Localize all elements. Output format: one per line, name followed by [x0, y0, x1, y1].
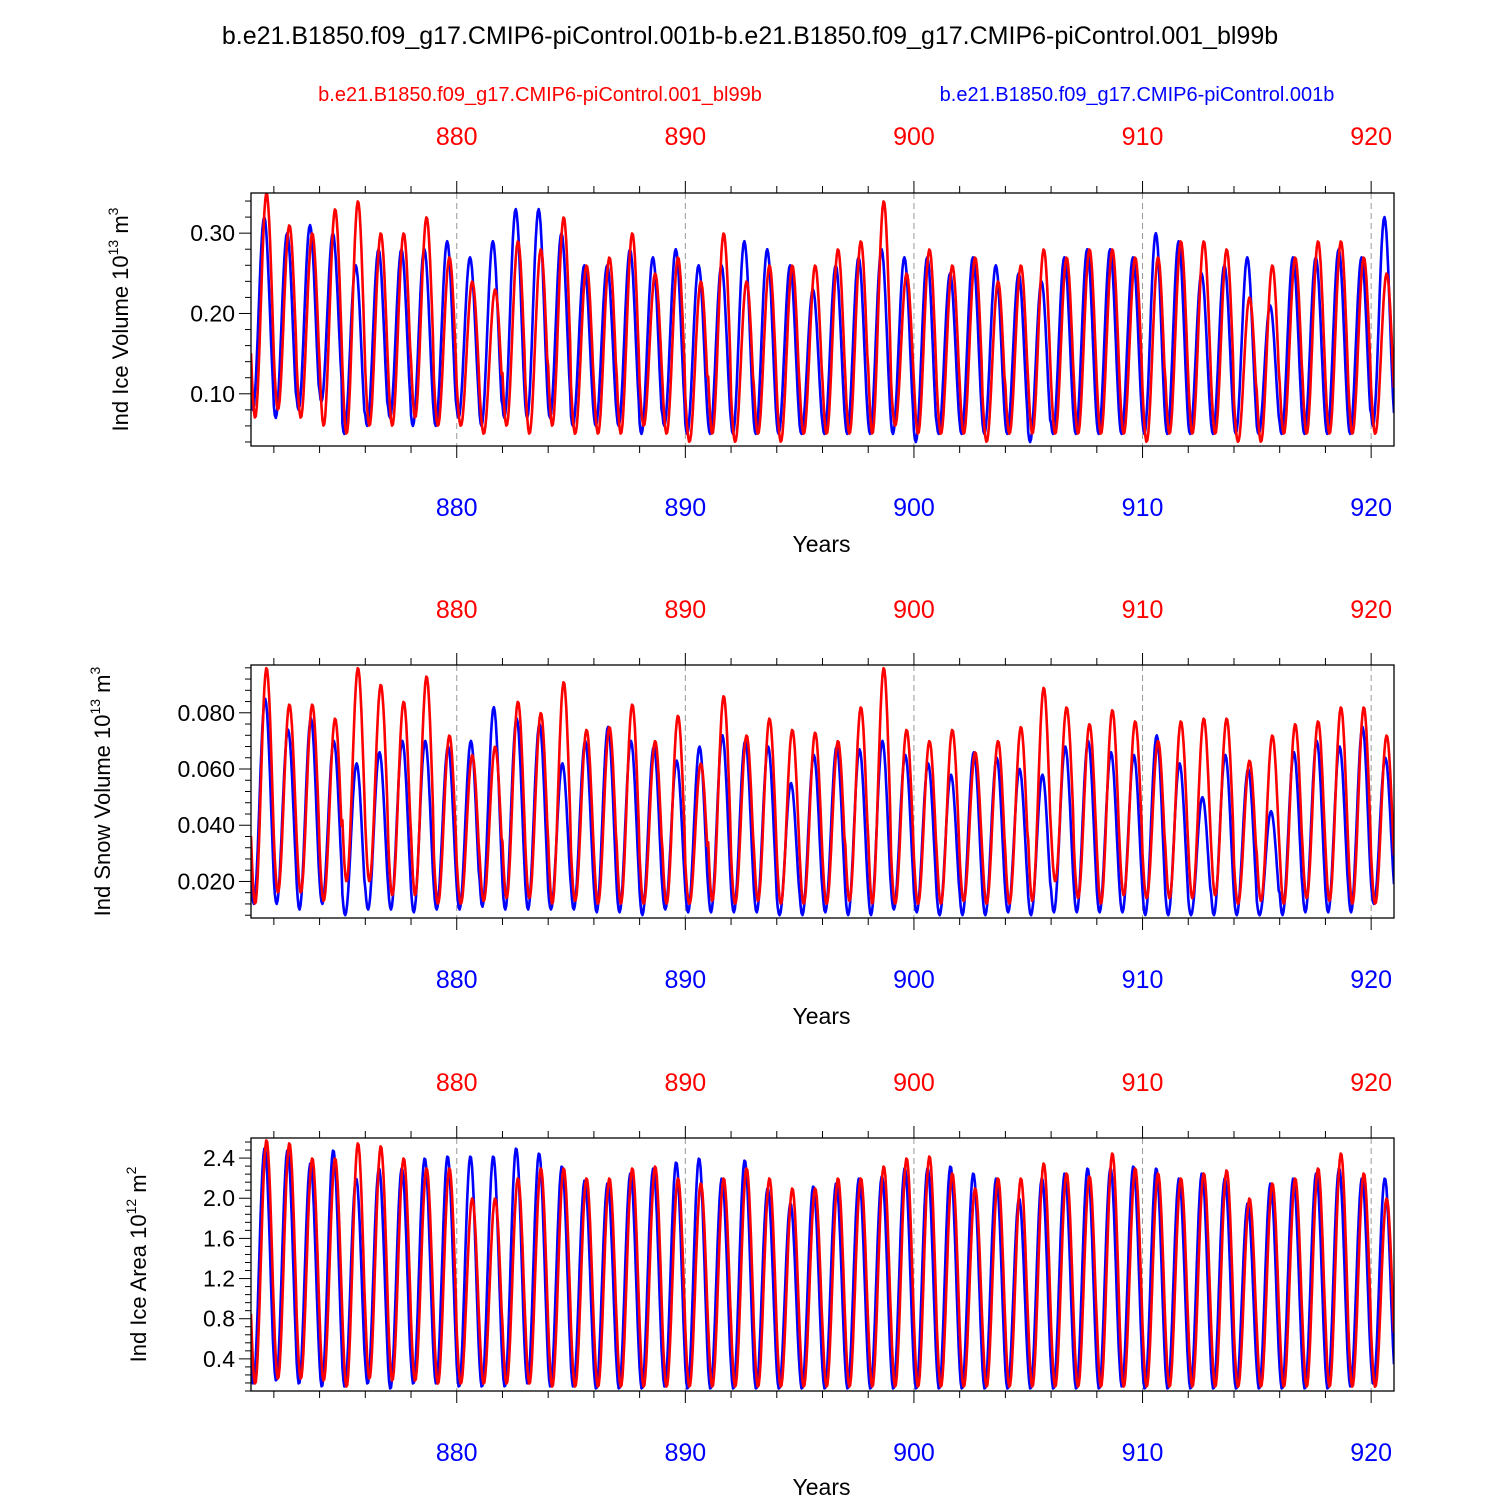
x-tick-label-top: 910	[1122, 123, 1164, 151]
x-tick-label-top: 880	[436, 596, 478, 624]
x-tick-label-bottom: 890	[664, 966, 706, 994]
y-axis-label: Ind Snow Volume 1013 m3	[87, 666, 115, 916]
x-tick-label-bottom: 910	[1122, 494, 1164, 522]
x-tick-label-top: 890	[664, 596, 706, 624]
x-tick-label-top: 880	[436, 123, 478, 151]
y-axis-label: Ind Ice Volume 1013 m3	[105, 207, 133, 431]
x-tick-label-top: 910	[1122, 1069, 1164, 1097]
x-tick-label-bottom: 880	[436, 1439, 478, 1467]
series-line-red	[251, 666, 1394, 906]
y-label-superscript: 3	[87, 666, 103, 674]
x-tick-label-bottom: 910	[1122, 966, 1164, 994]
x-tick-label-top: 880	[436, 1069, 478, 1097]
y-tick-label: 1.6	[203, 1225, 235, 1251]
series-line-red	[251, 1139, 1394, 1388]
y-tick-label: 0.4	[203, 1346, 235, 1372]
y-tick-label: 0.20	[190, 300, 235, 326]
y-tick-label: 0.080	[177, 700, 235, 726]
panel-ice-volume: 880 880 890 890 900 900 910 910 920 920 0.10 0.20 0.…	[105, 123, 1395, 557]
y-tick-label: 1.2	[203, 1266, 235, 1292]
x-tick-label-bottom: 880	[436, 966, 478, 994]
x-tick-label-bottom: 900	[893, 966, 935, 994]
y-label-superscript: 2	[123, 1166, 139, 1174]
y-tick-label: 2.4	[203, 1145, 235, 1171]
y-tick-label: 0.040	[177, 812, 235, 838]
figure-title: b.e21.B1850.f09_g17.CMIP6-piControl.001b…	[222, 22, 1278, 50]
y-axis-label: Ind Ice Area 1012 m2	[123, 1166, 151, 1362]
y-label-text: Ind Ice Area 10	[126, 1214, 151, 1362]
y-label-text: m	[126, 1174, 151, 1198]
y-label-text: m	[90, 674, 115, 698]
x-axis-label: Years	[793, 1003, 851, 1029]
x-tick-label-bottom: 890	[664, 1439, 706, 1467]
legend-blue-label: b.e21.B1850.f09_g17.CMIP6-piControl.001b	[940, 84, 1335, 106]
x-tick-label-bottom: 920	[1350, 494, 1392, 522]
y-label-superscript: 13	[105, 240, 121, 256]
y-tick-label: 0.30	[190, 220, 235, 246]
x-tick-label-top: 890	[664, 123, 706, 151]
y-tick-label: 0.8	[203, 1306, 235, 1332]
x-tick-label-top: 900	[893, 1069, 935, 1097]
y-tick-label: 0.020	[177, 868, 235, 894]
y-label-text: m	[108, 215, 133, 239]
y-label-superscript: 12	[123, 1199, 139, 1215]
x-tick-label-bottom: 910	[1122, 1439, 1164, 1467]
x-tick-label-bottom: 900	[893, 494, 935, 522]
y-label-text: Ind Snow Volume 10	[90, 715, 115, 917]
x-tick-label-top: 910	[1122, 596, 1164, 624]
y-label-superscript: 3	[105, 207, 121, 215]
series-line-red	[251, 193, 1394, 444]
panel-ice-area: 880 880 890 890 900 900 910 910 920 920 0.4 0.8 1.2 1…	[123, 1069, 1395, 1500]
x-tick-label-bottom: 890	[664, 494, 706, 522]
y-tick-label: 0.10	[190, 381, 235, 407]
x-tick-label-bottom: 900	[893, 1439, 935, 1467]
x-tick-label-bottom: 880	[436, 494, 478, 522]
x-tick-label-top: 920	[1350, 1069, 1392, 1097]
x-tick-label-bottom: 920	[1350, 1439, 1392, 1467]
y-tick-label: 2.0	[203, 1185, 235, 1211]
x-tick-label-top: 900	[893, 123, 935, 151]
x-tick-label-top: 920	[1350, 123, 1392, 151]
x-tick-label-top: 900	[893, 596, 935, 624]
panel-snow-volume: 880 880 890 890 900 900 910 910 920 920 0.020 0.040…	[87, 596, 1395, 1029]
x-axis-label: Years	[793, 1474, 851, 1500]
x-tick-label-top: 920	[1350, 596, 1392, 624]
y-tick-label: 0.060	[177, 756, 235, 782]
x-tick-label-top: 890	[664, 1069, 706, 1097]
x-tick-label-bottom: 920	[1350, 966, 1392, 994]
y-label-superscript: 13	[87, 699, 103, 715]
series-line-blue	[251, 207, 1394, 444]
y-label-text: Ind Ice Volume 10	[108, 255, 133, 431]
legend-red-label: b.e21.B1850.f09_g17.CMIP6-piControl.001_…	[318, 84, 762, 106]
x-axis-label: Years	[793, 531, 851, 557]
